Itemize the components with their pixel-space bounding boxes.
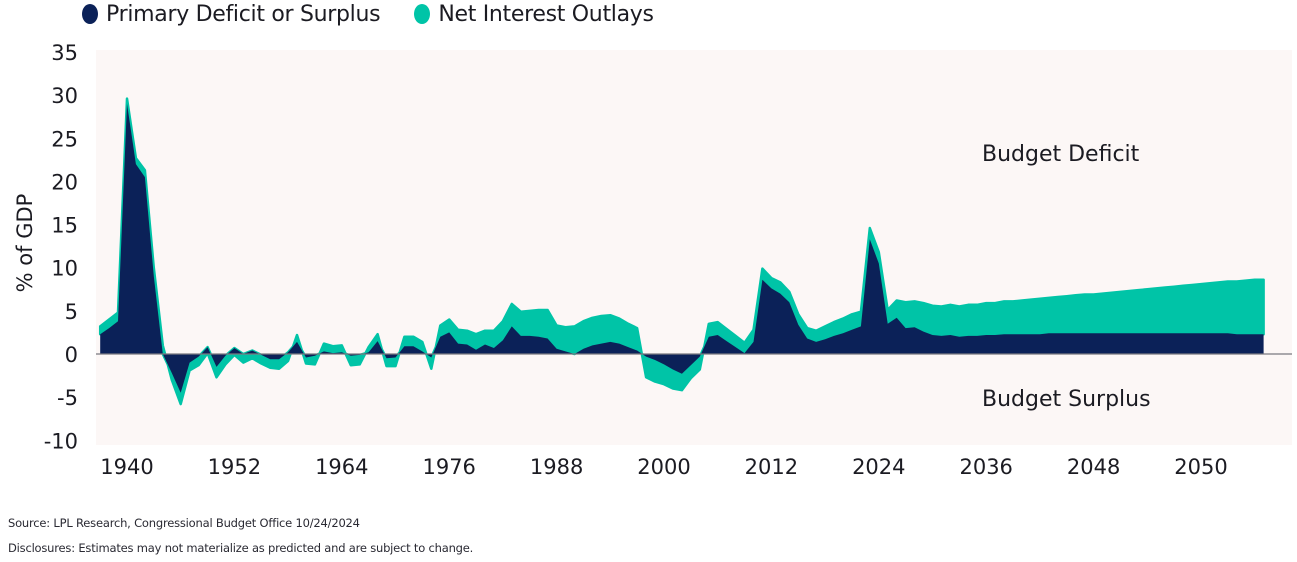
deficit-chart: 35 30 25 20 15 10 5 0 -5 -10 1940 1952 1964 1976 1988… xyxy=(13,41,1292,479)
annotation-budget-surplus: Budget Surplus xyxy=(982,387,1151,412)
disclosure-note: Disclosures: Estimates may not materiali… xyxy=(8,541,474,555)
y-tick-label: 10 xyxy=(51,257,78,281)
chart-legend: Primary Deficit or Surplus Net Interest … xyxy=(82,0,654,28)
source-note: Source: LPL Research, Congressional Budg… xyxy=(8,516,360,530)
y-tick-label: 15 xyxy=(51,214,78,238)
legend-item-primary: Primary Deficit or Surplus xyxy=(82,1,381,27)
x-tick-label: 2050 xyxy=(1174,455,1227,479)
legend-swatch-primary xyxy=(82,4,98,24)
x-tick-label: 2000 xyxy=(637,455,690,479)
chart-areas xyxy=(98,97,1265,406)
legend-swatch-interest xyxy=(414,4,431,24)
y-axis-ticks: 35 30 25 20 15 10 5 0 -5 -10 xyxy=(44,41,78,453)
legend-item-interest: Net Interest Outlays xyxy=(414,1,654,27)
x-tick-label: 1952 xyxy=(208,455,261,479)
y-tick-label: -5 xyxy=(57,386,78,410)
x-tick-label: 2012 xyxy=(745,455,798,479)
y-tick-label: 20 xyxy=(51,170,78,194)
y-tick-label: 0 xyxy=(65,343,78,367)
x-tick-label: 2036 xyxy=(959,455,1012,479)
x-tick-label: 1988 xyxy=(530,455,583,479)
x-tick-label: 2024 xyxy=(852,455,905,479)
y-tick-label: -10 xyxy=(44,429,78,453)
x-tick-label: 1964 xyxy=(315,455,368,479)
x-axis-ticks: 1940 1952 1964 1976 1988 2000 2012 2024 2036 2048… xyxy=(100,455,1227,479)
annotation-budget-deficit: Budget Deficit xyxy=(982,142,1140,167)
x-tick-label: 1976 xyxy=(422,455,475,479)
x-tick-label: 2048 xyxy=(1067,455,1120,479)
series-primary-deficit-or-surplus xyxy=(100,103,1264,393)
legend-label-interest: Net Interest Outlays xyxy=(438,1,654,27)
x-tick-label: 1940 xyxy=(100,455,153,479)
y-tick-label: 30 xyxy=(51,84,78,108)
legend-label-primary: Primary Deficit or Surplus xyxy=(106,1,381,27)
y-tick-label: 35 xyxy=(51,41,78,65)
plot-background xyxy=(96,50,1292,445)
y-tick-label: 5 xyxy=(65,300,78,324)
y-tick-label: 25 xyxy=(51,127,78,151)
y-axis-label: % of GDP xyxy=(13,194,37,293)
